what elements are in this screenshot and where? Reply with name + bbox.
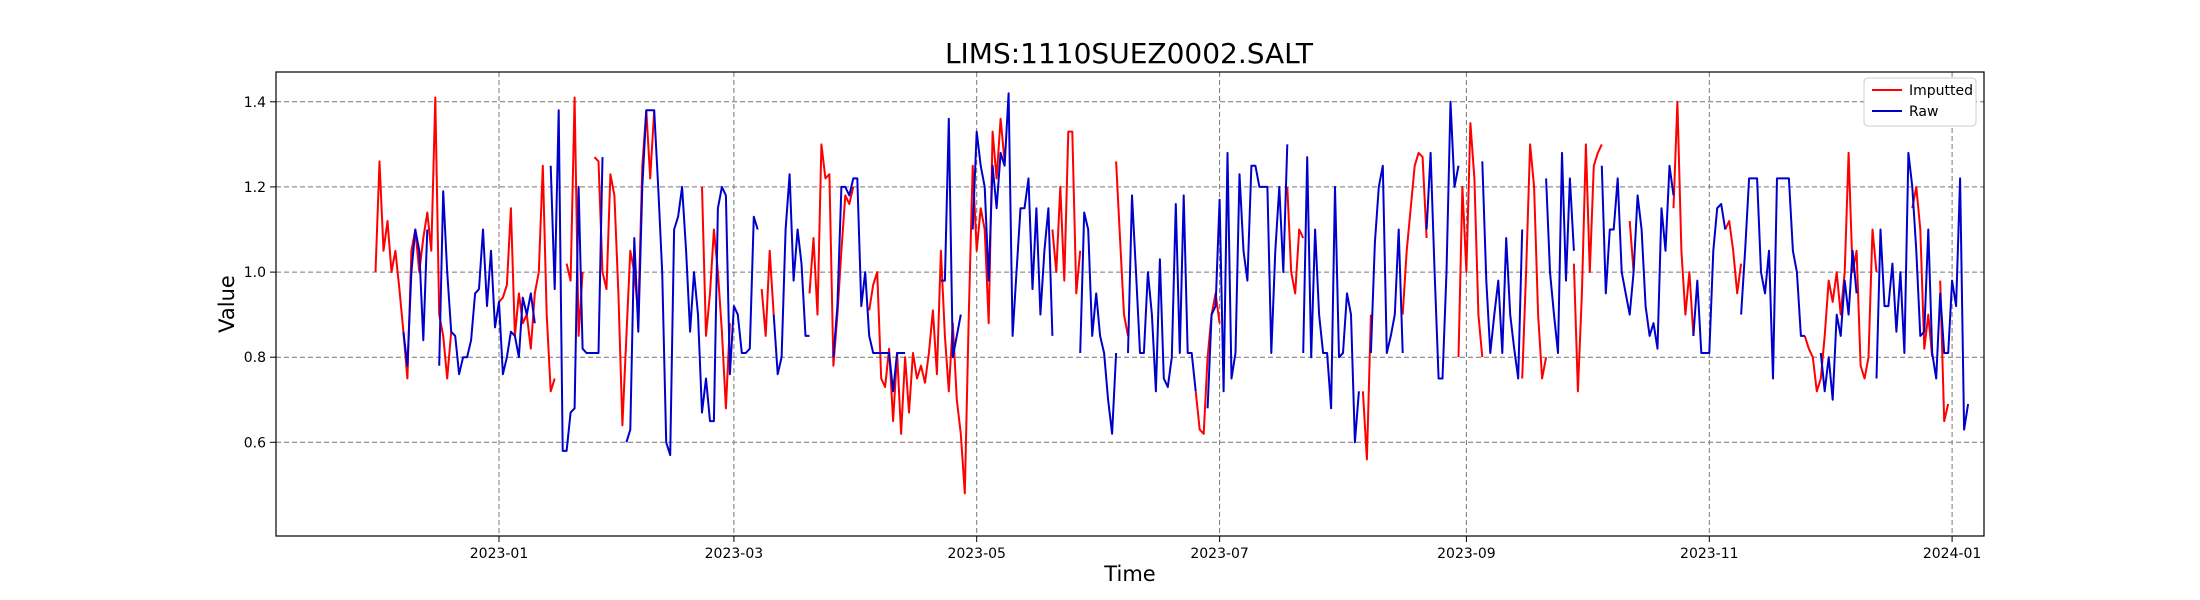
y-tick-label: 0.8 <box>244 350 266 366</box>
series-line-raw <box>438 190 536 376</box>
series-line-imputted <box>1521 143 1548 380</box>
series-line-raw <box>772 173 810 376</box>
series-line-raw <box>971 92 1054 337</box>
series-line-raw <box>625 109 759 457</box>
x-tick-label: 2023-09 <box>1437 546 1496 562</box>
series-line-imputted <box>1361 314 1372 461</box>
series-line-imputted <box>760 249 775 337</box>
x-tick-label: 2024-01 <box>1923 546 1982 562</box>
series-line-raw <box>1079 211 1118 435</box>
legend-label-imputted: Imputted <box>1909 83 1973 99</box>
y-tick-label: 1.0 <box>244 265 266 281</box>
y-tick-label: 1.4 <box>244 95 266 111</box>
y-tick-label: 0.6 <box>244 435 266 451</box>
series-line-raw <box>940 117 962 359</box>
series-line-imputted <box>1628 220 1635 273</box>
series-line-raw <box>1481 161 1524 380</box>
series-line-raw <box>1600 164 1675 350</box>
series-line-raw <box>1740 177 1805 380</box>
series-line-imputted <box>1401 151 1428 315</box>
legend: Imputted Raw <box>1863 77 1977 127</box>
series-line-imputted <box>1051 130 1082 295</box>
series-line-raw <box>1875 151 1970 431</box>
series-line-raw <box>1369 164 1404 354</box>
series-line-raw <box>1425 100 1460 380</box>
series-line-imputted <box>565 96 584 337</box>
plot-area-frame <box>275 71 1985 537</box>
series-line-imputted <box>1457 122 1484 358</box>
series-line-raw <box>402 228 429 367</box>
series-layer <box>374 92 1970 495</box>
x-tick-label: 2023-07 <box>1190 546 1249 562</box>
y-axis-title: Value <box>215 275 239 333</box>
series-line-raw <box>1819 249 1858 401</box>
tick-layer: 0.6 0.8 1.0 1.2 1.4 2023-01 2023-03 2023-05 2023… <box>244 95 1982 562</box>
series-line-imputted <box>1672 100 1695 336</box>
legend-label-raw: Raw <box>1909 104 1938 120</box>
series-line-imputted <box>1803 151 1878 393</box>
series-line-raw <box>1692 203 1727 354</box>
series-line-raw <box>549 109 604 452</box>
x-tick-label: 2023-01 <box>470 546 529 562</box>
series-line-imputted <box>1572 143 1603 393</box>
series-line-raw <box>1206 144 1289 409</box>
series-line-imputted <box>868 117 1006 495</box>
x-tick-label: 2023-03 <box>705 546 764 562</box>
series-line-imputted <box>701 186 731 410</box>
series-line-imputted <box>1724 220 1743 295</box>
y-tick-label: 1.2 <box>244 180 266 196</box>
series-line-imputted <box>1911 185 1934 358</box>
series-line-raw <box>1545 151 1575 354</box>
x-tick-label: 2023-11 <box>1680 546 1739 562</box>
series-line-imputted <box>808 143 855 367</box>
x-axis-title: Time <box>1103 562 1155 586</box>
x-tick-label: 2023-05 <box>947 546 1006 562</box>
chart-title: LIMS:1110SUEZ0002.SALT <box>945 37 1314 70</box>
series-line-raw <box>1127 194 1197 393</box>
series-line-imputted <box>1286 186 1305 295</box>
series-line-imputted <box>1115 161 1129 337</box>
series-line-raw <box>1302 156 1360 444</box>
series-line-raw <box>832 177 906 393</box>
